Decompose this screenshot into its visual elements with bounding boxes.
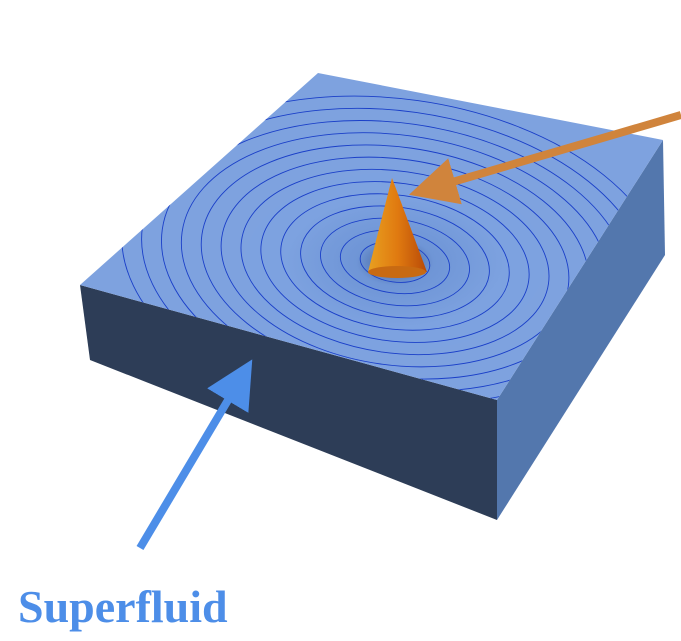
box <box>80 62 681 520</box>
superfluid-arrow <box>140 380 240 548</box>
diagram: Superfluid <box>0 0 681 641</box>
superfluid-label: Superfluid <box>18 581 228 632</box>
